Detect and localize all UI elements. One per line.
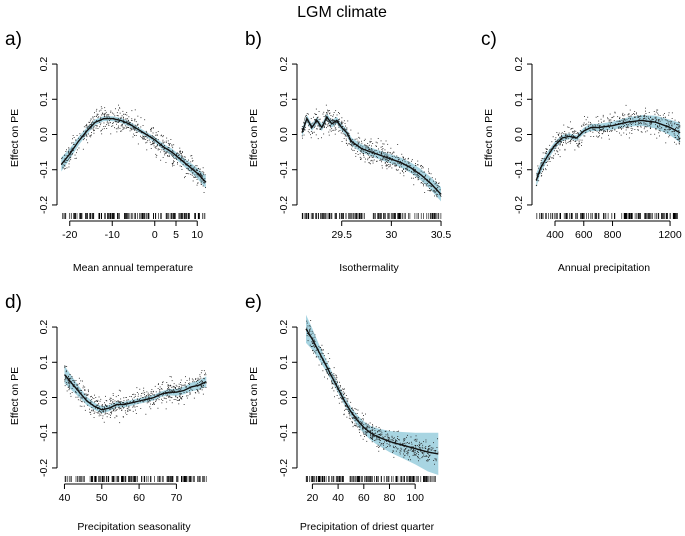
panel-c-xtick-label: 400 — [546, 229, 564, 241]
panel-e: e) Precipitation of driest quarter Effec… — [245, 292, 439, 533]
panel-d-ylabel: Effect on PE — [9, 367, 21, 425]
panel-e-ci-band — [306, 314, 439, 475]
panel-a: a) Mean annual temperature Effect on PE … — [5, 29, 207, 274]
panel-label-b: b) — [245, 29, 262, 50]
panel-c-xlabel: Annual precipitation — [558, 262, 650, 274]
panel-b-ytick-label: -0.2 — [278, 196, 290, 214]
figure-title: LGM climate — [297, 4, 387, 21]
panel-a-xtick-label: 10 — [191, 229, 203, 241]
panel-e-xtick-label: 20 — [307, 492, 319, 504]
panel-c-rug — [536, 213, 678, 219]
panel-b-ytick-label: -0.1 — [278, 161, 290, 179]
panel-c-xtick-label: 1200 — [658, 229, 682, 241]
panel-b-ytick-label: 0.2 — [278, 57, 290, 72]
panel-a-xtick-label: -20 — [62, 229, 77, 241]
panel-d: d) Precipitation seasonality Effect on P… — [5, 292, 207, 533]
panel-b-xtick-label: 29.5 — [331, 229, 352, 241]
panel-d-ytick-label: 0.1 — [38, 355, 50, 370]
panel-a-xtick-label: -10 — [105, 229, 120, 241]
panel-a-rug — [62, 213, 206, 219]
panel-d-fit-line — [63, 374, 207, 411]
panel-e-ylabel: Effect on PE — [248, 367, 260, 425]
panel-label-d: d) — [5, 292, 22, 313]
panel-e-xtick-label: 100 — [406, 492, 424, 504]
panel-c-ci-band — [536, 115, 681, 188]
panel-e-xlabel: Precipitation of driest quarter — [300, 521, 435, 533]
panel-label-e: e) — [245, 292, 262, 313]
panel-label-a: a) — [5, 29, 22, 50]
panel-b-xtick-label: 30 — [386, 229, 398, 241]
panel-d-residual-points — [64, 365, 207, 424]
panel-a-ytick-label: -0.1 — [38, 161, 50, 179]
panel-c-xtick-label: 800 — [604, 229, 622, 241]
panel-a-ytick-label: 0.0 — [38, 127, 50, 142]
panel-a-ytick-label: 0.1 — [38, 92, 50, 107]
panel-d-ytick-label: -0.1 — [38, 424, 50, 442]
panel-e-ytick-label: -0.1 — [278, 424, 290, 442]
panel-e-rug — [305, 476, 436, 482]
panel-a-xtick-label: 0 — [152, 229, 158, 241]
panel-c-xtick-label: 600 — [575, 229, 593, 241]
panel-e-ytick-label: 0.2 — [278, 320, 290, 335]
panel-d-xtick-label: 70 — [171, 492, 183, 504]
panel-e-xtick-label: 80 — [384, 492, 396, 504]
panel-e-fit-line — [305, 328, 439, 455]
panel-c-ytick-label: 0.0 — [513, 127, 525, 142]
panel-a-xtick-label: 5 — [173, 229, 179, 241]
panel-e-ytick-label: 0.1 — [278, 355, 290, 370]
panel-e-xtick-label: 60 — [358, 492, 370, 504]
panel-d-ytick-label: 0.0 — [38, 390, 50, 405]
panel-label-c: c) — [481, 29, 497, 50]
panel-b: b) Isothermality Effect on PE -0.2 -0.1 0.… — [245, 29, 451, 274]
panel-a-ylabel: Effect on PE — [9, 109, 21, 167]
panel-c-ytick-label: 0.2 — [513, 57, 525, 72]
panel-d-ytick-label: -0.2 — [38, 459, 50, 477]
panel-d-xlabel: Precipitation seasonality — [77, 521, 191, 533]
panel-d-ytick-label: 0.2 — [38, 320, 50, 335]
panel-b-xlabel: Isothermality — [339, 262, 399, 274]
panel-b-rug — [301, 213, 442, 219]
panel-e-ytick-label: -0.2 — [278, 459, 290, 477]
panel-c-fit-line — [535, 119, 681, 181]
panel-a-residual-points — [61, 104, 207, 193]
panel-a-fit-line — [60, 117, 207, 183]
panel-e-ytick-label: 0.0 — [278, 390, 290, 405]
panel-a-ytick-label: -0.2 — [38, 196, 50, 214]
panel-e-xtick-label: 40 — [332, 492, 344, 504]
panel-a-xlabel: Mean annual temperature — [73, 262, 193, 274]
panel-d-xtick-label: 60 — [133, 492, 145, 504]
panel-c-ylabel: Effect on PE — [483, 109, 495, 167]
panel-a-ytick-label: 0.2 — [38, 57, 50, 72]
panel-b-ylabel: Effect on PE — [248, 109, 260, 167]
panel-d-xtick-label: 50 — [96, 492, 108, 504]
panel-b-ytick-label: 0.1 — [278, 92, 290, 107]
panel-c-ytick-label: -0.2 — [513, 196, 525, 214]
panel-d-rug — [64, 476, 207, 482]
panel-b-ytick-label: 0.0 — [278, 127, 290, 142]
panel-c: c) Annual precipitation Effect on PE -0.… — [481, 29, 682, 274]
panel-c-ytick-label: 0.1 — [513, 92, 525, 107]
panel-b-xtick-label: 30.5 — [431, 229, 452, 241]
panel-b-fit-line — [301, 115, 442, 195]
panel-c-ytick-label: -0.1 — [513, 161, 525, 179]
panel-d-xtick-label: 40 — [59, 492, 71, 504]
